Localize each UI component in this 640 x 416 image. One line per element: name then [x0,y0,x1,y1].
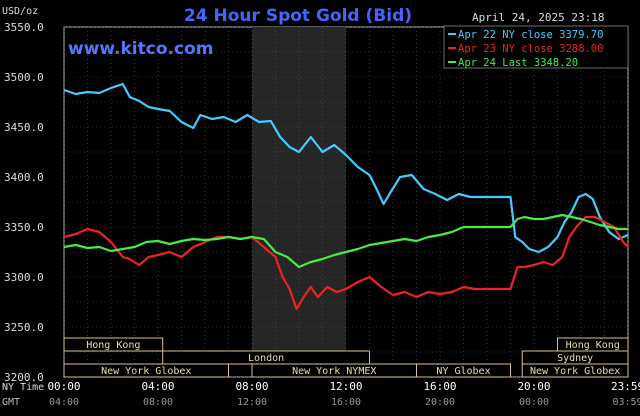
session-label: London [248,353,284,364]
session-box [521,363,629,378]
x-tick-label-gmt: 08:00 [143,397,173,408]
session-bar: Hong Kong [557,337,629,352]
session-bar: NY Globex [416,363,511,378]
y-tick-label: 3300.0 [4,271,44,284]
legend-entry: Apr 23 NY close 3288.00 [458,43,603,55]
session-bar: New York NYMEX [251,363,417,378]
legend-entry: Apr 22 NY close 3379.70 [458,29,603,41]
y-tick-label: 3500.0 [4,71,44,84]
legend-entry: Apr 24 Last 3348.20 [458,57,578,69]
x-tick-label-gmt: 20:00 [425,397,455,408]
x-tick-label-gmt: 03:59 [612,397,640,408]
ny-time-label: NY Time [2,382,44,393]
watermark: www.kitco.com [68,39,213,59]
x-tick-label-gmt: 04:00 [49,397,79,408]
series-line [63,82,629,254]
y-tick-label: 3200.0 [4,371,44,384]
x-tick-label-ny: 08:00 [235,380,268,393]
x-tick-label-ny: 16:00 [423,380,456,393]
legend-box [443,25,629,69]
y-tick-label: 3400.0 [4,171,44,184]
session-label: Hong Kong [86,340,140,351]
session-bar: New York Globex [63,363,229,378]
session-box [63,337,164,352]
nymex-shaded-region [252,27,346,377]
x-tick-label-gmt: 12:00 [237,397,267,408]
x-tick-label-ny: 00:00 [47,380,80,393]
session-label: Hong Kong [566,340,620,351]
gmt-label: GMT [2,397,20,408]
y-axis-label: USD/oz [2,6,38,17]
x-tick-label-ny: 23:59 [611,380,640,393]
x-tick-label-ny: 20:00 [517,380,550,393]
session-bar: Sydney [521,350,629,365]
x-tick-label-gmt: 16:00 [331,397,361,408]
x-tick-label-ny: 04:00 [141,380,174,393]
plot-area: Hong Kong London New York Globex New York N… [63,26,629,378]
chart-title: 24 Hour Spot Gold (Bid) [184,6,412,26]
series-line [63,215,629,311]
session-label: New York NYMEX [292,366,376,377]
session-label: NY Globex [436,366,490,377]
x-tick-label-ny: 12:00 [329,380,362,393]
timestamp: April 24, 2025 23:18 [472,11,604,24]
y-tick-label: 3550.0 [4,21,44,34]
y-tick-label: 3350.0 [4,221,44,234]
x-tick-label-gmt: 00:00 [519,397,549,408]
session-bar: New York Globex [521,363,629,378]
session-bar: Hong Kong [63,337,164,352]
session-box [416,363,511,378]
session-label: New York Globex [530,366,620,377]
y-tick-label: 3450.0 [4,121,44,134]
y-tick-label: 3250.0 [4,321,44,334]
session-box [63,363,229,378]
session-label: New York Globex [101,366,191,377]
series-line [63,213,628,269]
session-bar: London [162,350,370,365]
session-label: Sydney [557,353,593,364]
